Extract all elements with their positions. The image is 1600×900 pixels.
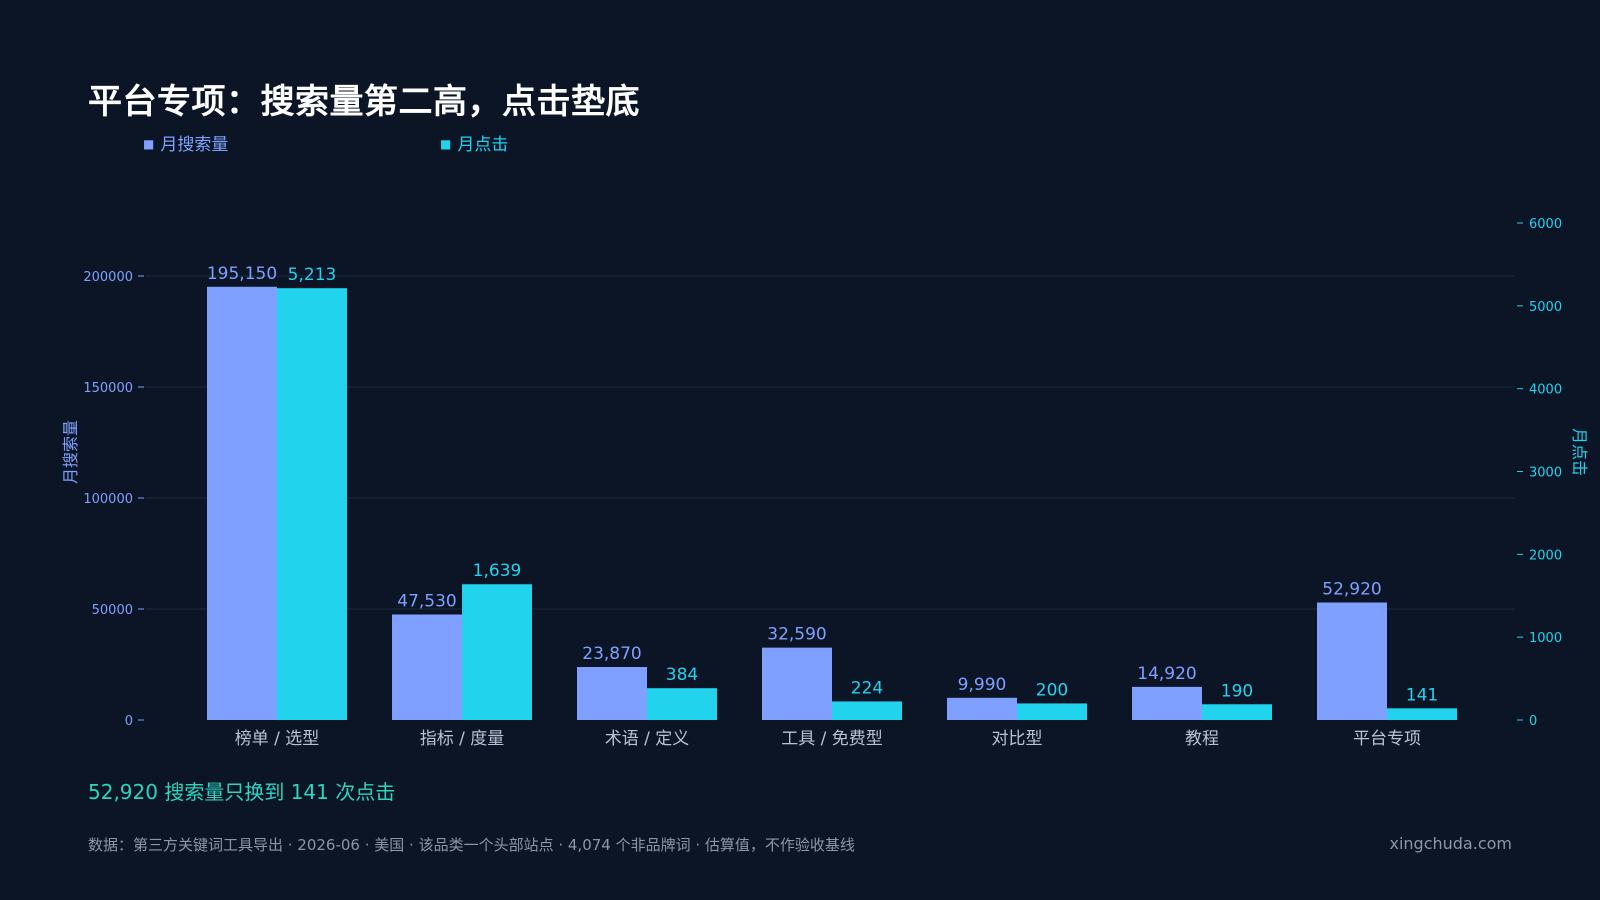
bar-search bbox=[1317, 602, 1387, 720]
bar-search bbox=[207, 286, 277, 720]
bar-label-clicks: 5,213 bbox=[288, 265, 337, 285]
legend-label-search: 月搜索量 bbox=[160, 135, 229, 155]
bar-label-clicks: 224 bbox=[851, 678, 883, 698]
right-tick-label: 1000 bbox=[1529, 631, 1562, 646]
y-axis-left-title: 月搜索量 bbox=[61, 420, 80, 484]
bar-search bbox=[392, 614, 462, 720]
bar-clicks bbox=[832, 701, 902, 720]
x-tick-label: 教程 bbox=[1185, 729, 1219, 749]
left-tick-label: 200000 bbox=[83, 270, 133, 285]
bar-search bbox=[762, 647, 832, 720]
insight-text: 52,920 搜索量只换到 141 次点击 bbox=[88, 780, 396, 804]
x-tick-label: 榜单 / 选型 bbox=[235, 729, 320, 749]
legend-swatch-clicks: ■ bbox=[440, 137, 452, 151]
chart-title: 平台专项：搜索量第二高，点击垫底 bbox=[88, 82, 640, 122]
bar-label-search: 32,590 bbox=[767, 625, 826, 645]
bar-clicks bbox=[462, 584, 532, 720]
right-tick-label: 5000 bbox=[1529, 300, 1562, 315]
right-tick-label: 2000 bbox=[1529, 548, 1562, 563]
y-axis-right-title: 月点击 bbox=[1570, 428, 1589, 476]
bar-search bbox=[577, 667, 647, 720]
site-domain: xingchuda.com bbox=[1389, 834, 1512, 853]
x-tick-label: 平台专项 bbox=[1353, 729, 1421, 749]
bar-label-clicks: 141 bbox=[1406, 685, 1438, 705]
legend-label-clicks: 月点击 bbox=[457, 135, 509, 155]
right-tick-label: 0 bbox=[1529, 714, 1537, 729]
bar-label-search: 47,530 bbox=[397, 591, 456, 611]
left-tick-label: 0 bbox=[125, 714, 133, 729]
right-tick-label: 4000 bbox=[1529, 383, 1562, 398]
bar-clicks bbox=[1202, 704, 1272, 720]
legend-swatch-search: ■ bbox=[143, 137, 155, 151]
bar-label-clicks: 200 bbox=[1036, 680, 1068, 700]
legend-item-clicks: ■ 月点击 bbox=[440, 130, 508, 155]
left-tick-label: 50000 bbox=[92, 603, 133, 618]
bar-clicks bbox=[1387, 708, 1457, 720]
x-tick-label: 术语 / 定义 bbox=[605, 729, 690, 749]
right-tick-label: 3000 bbox=[1529, 466, 1562, 481]
x-tick-label: 指标 / 度量 bbox=[420, 729, 505, 749]
right-tick-label: 6000 bbox=[1529, 217, 1562, 232]
x-tick-label: 对比型 bbox=[992, 729, 1043, 749]
bar-label-search: 23,870 bbox=[582, 644, 641, 664]
data-source-note: 数据：第三方关键词工具导出 · 2026-06 · 美国 · 该品类一个头部站点… bbox=[88, 836, 855, 854]
bar-search bbox=[947, 697, 1017, 720]
bar-clicks bbox=[647, 688, 717, 720]
legend-item-search: ■ 月搜索量 bbox=[143, 130, 228, 155]
bar-label-search: 9,990 bbox=[958, 675, 1007, 695]
bar-label-clicks: 190 bbox=[1221, 681, 1253, 701]
left-tick-label: 100000 bbox=[83, 492, 133, 507]
bar-label-clicks: 1,639 bbox=[473, 561, 522, 581]
bar-clicks bbox=[277, 288, 347, 720]
left-tick-label: 150000 bbox=[83, 381, 133, 396]
bar-label-search: 195,150 bbox=[207, 264, 277, 284]
bar-label-search: 14,920 bbox=[1137, 664, 1196, 684]
x-tick-label: 工具 / 免费型 bbox=[781, 729, 883, 749]
bar-label-clicks: 384 bbox=[666, 665, 698, 685]
bar-search bbox=[1132, 686, 1202, 720]
bar-clicks bbox=[1017, 703, 1087, 720]
bar-label-search: 52,920 bbox=[1322, 580, 1381, 600]
